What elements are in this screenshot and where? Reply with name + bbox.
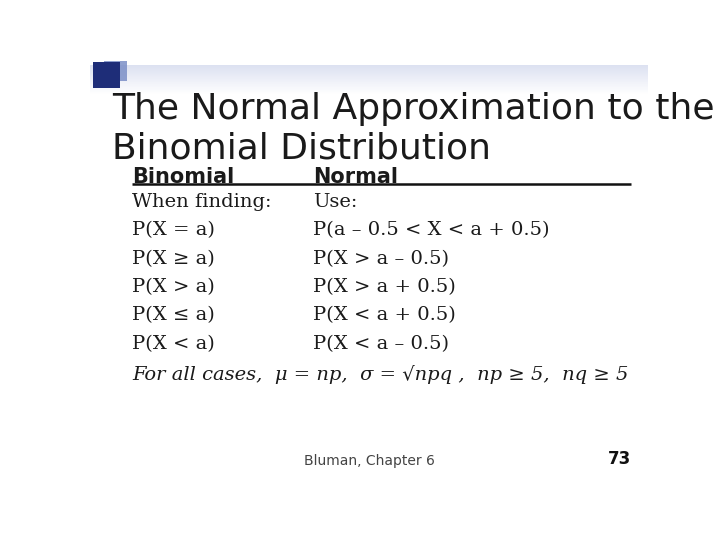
Text: Normal: Normal	[313, 167, 398, 187]
Bar	[90, 67, 648, 68]
Text: P(X > a – 0.5): P(X > a – 0.5)	[313, 250, 449, 268]
Text: Bluman, Chapter 6: Bluman, Chapter 6	[304, 454, 434, 468]
Bar	[90, 81, 648, 82]
Bar	[90, 93, 648, 94]
Text: Use:: Use:	[313, 193, 358, 211]
Text: Binomial: Binomial	[132, 167, 234, 187]
Text: The Normal Approximation to the
Binomial Distribution: The Normal Approximation to the Binomial…	[112, 92, 715, 166]
Bar	[90, 86, 648, 87]
Text: P(X < a + 0.5): P(X < a + 0.5)	[313, 306, 456, 325]
Bar	[90, 70, 648, 71]
Bar	[90, 77, 648, 78]
Bar	[90, 75, 648, 76]
Bar	[90, 83, 648, 84]
Bar	[90, 91, 648, 92]
Bar	[90, 84, 648, 85]
Text: P(a – 0.5 < X < a + 0.5): P(a – 0.5 < X < a + 0.5)	[313, 221, 549, 240]
Text: P(X > a + 0.5): P(X > a + 0.5)	[313, 278, 456, 296]
Bar	[90, 89, 648, 90]
Text: For all cases,  μ = np,  σ = √npq ,  np ≥ 5,  nq ≥ 5: For all cases, μ = np, σ = √npq , np ≥ 5…	[132, 365, 629, 384]
Bar	[90, 85, 648, 86]
Text: P(X ≥ a): P(X ≥ a)	[132, 250, 215, 268]
Bar	[93, 62, 120, 87]
Bar	[90, 72, 648, 73]
Text: 73: 73	[608, 450, 631, 468]
Bar	[90, 66, 648, 67]
Text: P(X ≤ a): P(X ≤ a)	[132, 306, 215, 325]
Bar	[90, 71, 648, 72]
Bar	[90, 65, 648, 66]
Text: P(X < a – 0.5): P(X < a – 0.5)	[313, 335, 449, 353]
Bar	[90, 87, 648, 88]
Bar	[90, 88, 648, 89]
Bar	[90, 76, 648, 77]
Text: P(X = a): P(X = a)	[132, 221, 215, 240]
Bar	[90, 69, 648, 70]
Bar	[90, 90, 648, 91]
Bar	[90, 79, 648, 80]
Bar	[90, 80, 648, 81]
Bar	[90, 78, 648, 79]
Text: When finding:: When finding:	[132, 193, 271, 211]
Bar	[90, 92, 648, 93]
Text: P(X > a): P(X > a)	[132, 278, 215, 296]
Text: P(X < a): P(X < a)	[132, 335, 215, 353]
Bar	[90, 82, 648, 83]
Bar	[90, 73, 648, 75]
Bar	[104, 62, 127, 82]
Bar	[90, 68, 648, 69]
